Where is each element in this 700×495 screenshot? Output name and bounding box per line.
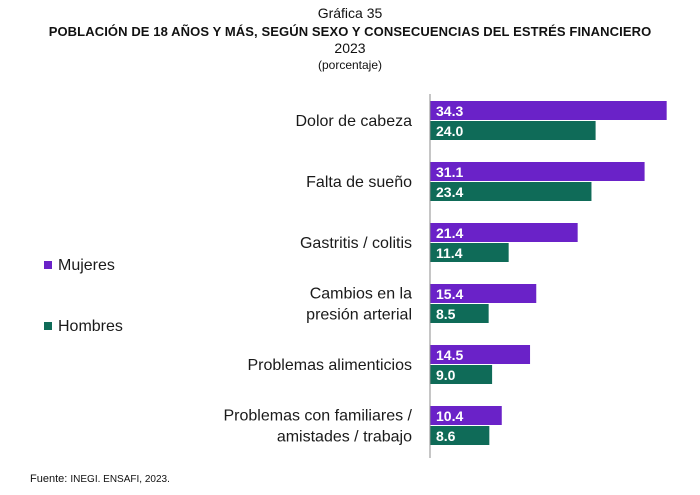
chart-year: 2023 <box>334 40 366 56</box>
bar-hombres-4 <box>430 365 493 384</box>
data-label-mujeres-0: 34.3 <box>436 103 463 119</box>
legend-label-mujeres: Mujeres <box>58 257 115 274</box>
data-label-mujeres-2: 21.4 <box>436 225 463 241</box>
data-label-mujeres-3: 15.4 <box>436 286 463 302</box>
data-label-hombres-5: 8.6 <box>436 428 456 444</box>
bar-hombres-0 <box>430 121 596 140</box>
data-label-hombres-0: 24.0 <box>436 123 463 139</box>
data-label-hombres-2: 11.4 <box>436 245 463 261</box>
bars-group: 34.3 24.0 31.1 23.4 21.4 11.4 15.4 8.5 14.5 9.0 10… <box>430 101 667 445</box>
bar-mujeres-3 <box>430 284 537 303</box>
bar-mujeres-5 <box>430 406 502 425</box>
bar-mujeres-4 <box>430 345 531 364</box>
category-label-0: Dolor de cabeza <box>295 113 412 130</box>
data-label-mujeres-1: 31.1 <box>436 164 463 180</box>
data-label-hombres-1: 23.4 <box>436 184 463 200</box>
category-label-1: Falta de sueño <box>306 174 412 191</box>
bar-mujeres-1 <box>430 162 645 181</box>
chart-number: Gráfica 35 <box>317 5 383 21</box>
chart-subtitle: (porcentaje) <box>317 58 383 72</box>
category-label-4: Problemas alimenticios <box>247 357 412 374</box>
legend-label-hombres: Hombres <box>58 318 123 335</box>
category-label-3-line-1: presión arterial <box>306 307 412 324</box>
bar-mujeres-2 <box>430 223 578 242</box>
source-label: Fuente: <box>30 473 68 485</box>
bar-hombres-2 <box>430 243 509 262</box>
bar-hombres-3 <box>430 304 489 323</box>
category-label-2: Gastritis / colitis <box>300 235 412 252</box>
category-label-3-line-0: Cambios en la <box>310 286 412 303</box>
data-label-mujeres-5: 10.4 <box>436 408 463 424</box>
bar-hombres-5 <box>430 426 490 445</box>
data-label-mujeres-4: 14.5 <box>436 347 463 363</box>
chart-title: POBLACIÓN DE 18 AÑOS Y MÁS, SEGÚN SEXO Y… <box>48 24 652 39</box>
legend-swatch-mujeres <box>44 261 52 269</box>
category-labels-group: Dolor de cabeza Falta de sueño Gastritis /… <box>223 113 412 446</box>
category-label-5-line-0: Problemas con familiares / <box>223 408 412 425</box>
legend-swatch-hombres <box>44 322 52 330</box>
category-label-5-line-1: amistades / trabajo <box>277 429 412 446</box>
data-label-hombres-3: 8.5 <box>436 306 456 322</box>
source-note: Fuente: INEGI. ENSAFI, 2023. <box>30 473 170 485</box>
bar-mujeres-0 <box>430 101 667 120</box>
data-label-hombres-4: 9.0 <box>436 367 456 383</box>
legend: Mujeres Hombres <box>44 257 123 335</box>
source-text: INEGI. ENSAFI, 2023. <box>70 474 170 485</box>
bar-hombres-1 <box>430 182 592 201</box>
